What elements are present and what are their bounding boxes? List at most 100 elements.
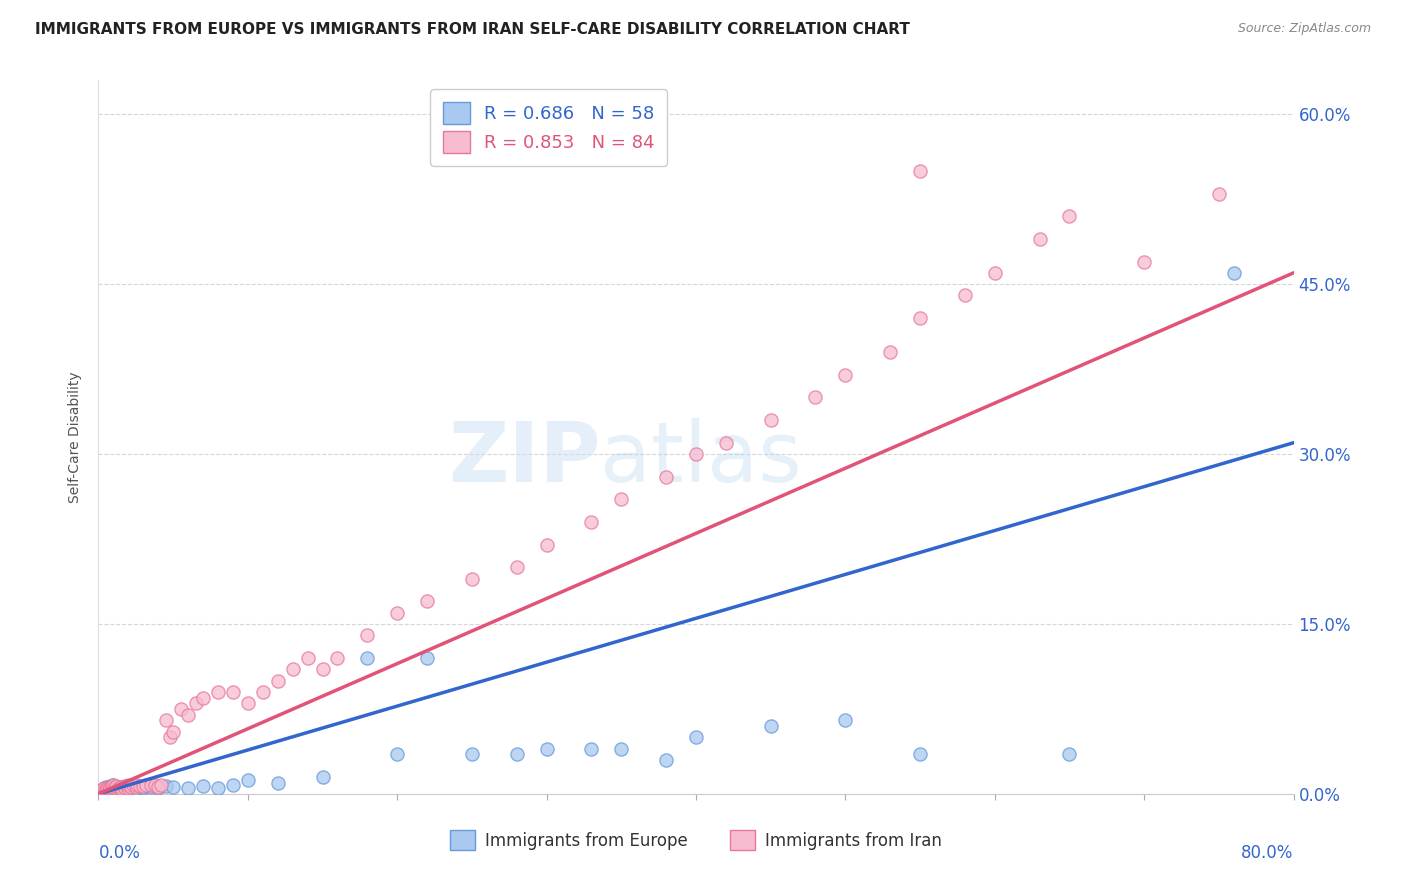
Point (94, 780, 117, 794)
Point (104, 780, 127, 794)
Point (96, 781, 118, 796)
Point (129, 779, 152, 793)
Point (804, 391, 827, 405)
Point (281, 662, 304, 676)
Point (162, 724, 184, 739)
Point (101, 781, 124, 796)
Point (127, 778, 149, 792)
Point (115, 779, 138, 793)
Point (311, 770, 333, 784)
Point (155, 779, 177, 793)
Point (139, 778, 162, 792)
Point (236, 696, 259, 710)
Point (108, 781, 131, 796)
Legend: Immigrants from Europe, Immigrants from Iran: Immigrants from Europe, Immigrants from … (444, 823, 948, 857)
Point (506, 560, 529, 574)
Point (101, 783, 124, 797)
Point (169, 702, 191, 716)
Point (120, 780, 142, 794)
Point (112, 781, 135, 796)
Point (1133, 254, 1156, 268)
Point (356, 651, 378, 665)
Point (1223, 266, 1246, 280)
Text: atlas: atlas (600, 418, 801, 499)
Text: IMMIGRANTS FROM EUROPE VS IMMIGRANTS FROM IRAN SELF-CARE DISABILITY CORRELATION : IMMIGRANTS FROM EUROPE VS IMMIGRANTS FRO… (35, 22, 910, 37)
Point (97, 783, 120, 797)
Point (103, 783, 125, 797)
Point (177, 781, 200, 796)
Point (125, 780, 148, 794)
Point (581, 741, 603, 756)
Point (114, 781, 136, 796)
Point (191, 690, 214, 705)
Point (117, 778, 139, 792)
Point (101, 782, 124, 797)
Point (97, 781, 120, 796)
Point (97, 780, 120, 794)
Point (191, 779, 214, 793)
Point (222, 778, 245, 792)
Point (267, 775, 290, 789)
Point (162, 780, 184, 794)
Point (610, 492, 633, 507)
Point (461, 747, 484, 762)
Point (97, 783, 120, 797)
Point (89, 784, 111, 798)
Point (148, 780, 170, 794)
Point (184, 696, 207, 710)
Text: Source: ZipAtlas.com: Source: ZipAtlas.com (1237, 22, 1371, 36)
Point (103, 781, 125, 796)
Point (297, 651, 319, 665)
Point (91, 782, 114, 797)
Point (91, 782, 114, 797)
Point (103, 778, 125, 792)
Point (105, 782, 128, 797)
Point (103, 778, 125, 792)
Point (143, 778, 166, 792)
Point (148, 781, 170, 796)
Point (125, 782, 148, 797)
Point (132, 779, 155, 793)
Point (953, 288, 976, 302)
Point (90, 784, 112, 798)
Point (96, 783, 118, 797)
Point (506, 747, 529, 762)
Y-axis label: Self-Care Disability: Self-Care Disability (69, 371, 83, 503)
Point (98, 779, 122, 793)
Point (536, 538, 558, 552)
Point (655, 753, 678, 767)
Point (103, 781, 125, 796)
Point (326, 651, 349, 665)
Point (117, 781, 139, 796)
Point (111, 782, 134, 797)
Point (834, 713, 856, 727)
Point (416, 651, 439, 665)
Point (311, 662, 333, 676)
Point (685, 731, 707, 745)
Text: ZIP: ZIP (449, 418, 600, 499)
Point (207, 685, 229, 699)
Point (110, 780, 132, 794)
Point (135, 778, 157, 792)
Point (98, 781, 122, 796)
Point (94, 783, 117, 797)
Point (908, 311, 931, 326)
Point (112, 780, 135, 794)
Point (714, 435, 737, 450)
Point (908, 164, 931, 178)
Point (90, 783, 112, 797)
Point (91, 783, 114, 797)
Point (93, 781, 115, 796)
Point (94, 782, 117, 797)
Point (96, 782, 118, 797)
Point (104, 781, 127, 796)
Point (135, 779, 157, 793)
Point (416, 594, 439, 608)
Point (155, 713, 177, 727)
Point (111, 780, 134, 794)
Point (132, 781, 155, 796)
Point (110, 782, 132, 797)
Point (581, 515, 603, 529)
Point (984, 266, 1007, 280)
Point (98, 783, 122, 797)
